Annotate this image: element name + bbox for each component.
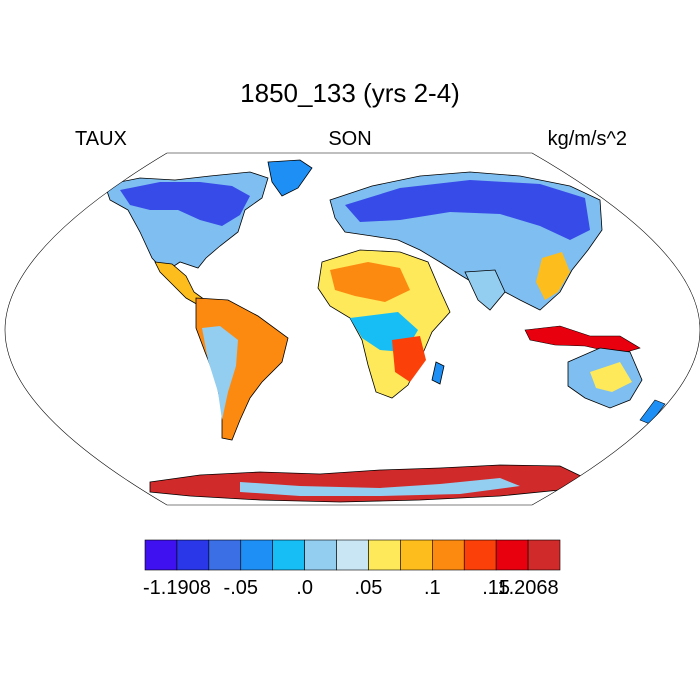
antarctica <box>149 464 586 503</box>
indonesia <box>524 325 641 355</box>
india <box>464 269 506 311</box>
colorbar-swatch <box>463 539 497 571</box>
east-asia-warm <box>536 252 570 300</box>
colorbar-label: -.05 <box>223 577 258 599</box>
colorbar-swatch <box>176 539 210 571</box>
south-america-blue <box>202 326 238 420</box>
colorbar-label: -1.1908 <box>143 577 211 599</box>
colorbar-label: 1.2068 <box>497 577 559 599</box>
map-outline <box>4 152 700 506</box>
colorbar <box>144 539 561 571</box>
siberia-blue <box>345 180 590 240</box>
madagascar <box>431 361 445 385</box>
colorbar-label: .0 <box>296 577 313 599</box>
antarctica-blue <box>240 478 520 496</box>
colorbar-swatch <box>527 539 561 571</box>
colorbar-swatch <box>304 539 337 571</box>
colorbar-swatch <box>400 539 433 571</box>
colorbar-swatch <box>272 539 305 571</box>
colorbar-swatch <box>144 539 178 571</box>
southern-africa-red <box>392 336 426 382</box>
colorbar-label: .1 <box>423 577 441 599</box>
variable-label: TAUX <box>75 128 127 150</box>
colorbar-label: .15 <box>482 577 511 599</box>
sahara-orange <box>330 262 410 302</box>
south-america <box>195 297 289 441</box>
season-label: SON <box>328 128 372 150</box>
units-label: kg/m/s^2 <box>547 128 627 150</box>
australia-warm <box>590 362 632 392</box>
colorbar-swatch <box>240 539 273 571</box>
plot-title: 1850_133 (yrs 2-4) <box>240 78 460 108</box>
colorbar-swatch <box>336 539 369 571</box>
new-zealand <box>639 399 666 425</box>
colorbar-swatch <box>495 539 529 571</box>
colorbar-swatch <box>208 539 242 571</box>
greenland <box>267 159 313 197</box>
colorbar-swatch <box>368 539 401 571</box>
canada-blue <box>120 182 250 226</box>
colorbar-swatch <box>432 539 465 571</box>
continents <box>104 159 666 503</box>
colorbar-label: .05 <box>354 577 383 599</box>
